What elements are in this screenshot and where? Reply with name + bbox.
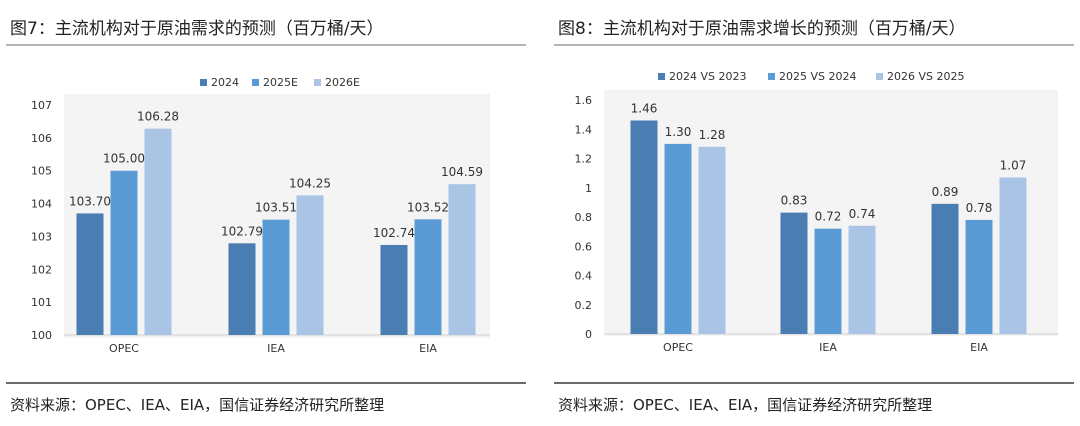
fig7-ytick-label: 101 xyxy=(31,296,52,309)
fig8-bar-opec-1 xyxy=(664,143,692,334)
fig8-data-label: 1.28 xyxy=(699,128,726,142)
fig7-data-label: 103.52 xyxy=(407,200,449,214)
fig8-data-label: 0.89 xyxy=(932,185,959,199)
fig7-legend-label: 2025E xyxy=(263,76,298,89)
fig8-bar-iea-0 xyxy=(780,212,808,334)
fig7-ytick-label: 107 xyxy=(31,99,52,112)
fig7-data-label: 105.00 xyxy=(103,152,145,166)
fig8-bar-eia-0 xyxy=(931,203,959,334)
fig7-category-label: EIA xyxy=(419,342,437,355)
fig8-legend-swatch xyxy=(876,73,883,80)
fig8-ytick-label: 1.2 xyxy=(575,153,593,166)
figure-8-top-rule xyxy=(554,44,1074,46)
fig8-ytick-label: 0.8 xyxy=(575,211,593,224)
fig7-category-label: IEA xyxy=(267,342,285,355)
fig8-bar-opec-0 xyxy=(630,120,658,334)
fig7-data-label: 103.70 xyxy=(69,194,111,208)
figure-8-bottom-rule xyxy=(554,382,1074,384)
fig7-data-label: 106.28 xyxy=(137,110,179,124)
figure-7-title: 图7：主流机构对于原油需求的预测（百万桶/天） xyxy=(10,19,384,39)
figure-7-panel: 图7：主流机构对于原油需求的预测（百万桶/天） 100 101 102 103 104 1… xyxy=(0,0,532,426)
figure-8-chart-area: 0 0.2 0.4 0.6 0.8 1 1.2 1.4 1.6 2024 VS 2023 2025 … xyxy=(548,46,1080,380)
fig7-legend-swatch xyxy=(314,79,321,86)
fig8-data-label: 1.30 xyxy=(665,125,692,139)
fig7-legend-label: 2026E xyxy=(325,76,360,89)
fig7-bar-opec-1 xyxy=(110,170,138,335)
fig8-ytick-label: 0 xyxy=(585,328,592,341)
fig7-bar-eia-0 xyxy=(380,244,408,335)
fig8-legend-swatch xyxy=(658,73,665,80)
fig7-bar-iea-0 xyxy=(228,243,256,335)
fig7-ytick-label: 105 xyxy=(31,165,52,178)
fig8-legend-label: 2024 VS 2023 xyxy=(669,70,747,83)
fig8-category-label: EIA xyxy=(970,341,988,354)
fig7-ytick-label: 103 xyxy=(31,230,52,243)
fig7-bar-iea-2 xyxy=(296,195,324,335)
fig7-legend-swatch xyxy=(200,79,207,86)
fig8-data-label: 0.74 xyxy=(849,207,876,221)
fig7-data-label: 102.79 xyxy=(221,224,263,238)
fig8-bar-eia-2 xyxy=(999,177,1027,334)
fig8-bar-eia-1 xyxy=(965,219,993,334)
fig8-ytick-label: 1.6 xyxy=(575,94,593,107)
fig8-bar-iea-2 xyxy=(848,225,876,334)
fig8-legend-label: 2026 VS 2025 xyxy=(887,70,965,83)
figure-8-title: 图8：主流机构对于原油需求增长的预测（百万桶/天） xyxy=(558,19,966,39)
fig7-bar-opec-0 xyxy=(76,213,104,335)
fig7-bar-eia-2 xyxy=(448,184,476,335)
fig8-category-label: OPEC xyxy=(663,341,693,354)
fig7-legend-label: 2024 xyxy=(211,76,239,89)
figure-8-source: 资料来源：OPEC、IEA、EIA，国信证券经济研究所整理 xyxy=(558,396,933,414)
figure-8-chart: 0 0.2 0.4 0.6 0.8 1 1.2 1.4 1.6 2024 VS 2023 2025 … xyxy=(575,70,1058,354)
figure-7-bottom-rule xyxy=(6,382,526,384)
fig7-data-label: 103.51 xyxy=(255,201,297,215)
fig8-bar-opec-2 xyxy=(698,146,726,334)
fig8-data-label: 0.78 xyxy=(966,201,993,215)
fig8-data-label: 1.07 xyxy=(1000,159,1027,173)
fig8-data-label: 1.46 xyxy=(631,101,658,115)
fig7-ytick-label: 100 xyxy=(31,329,52,342)
figure-7-chart-area: 100 101 102 103 104 105 106 107 2024 2025E 2026E 10… xyxy=(0,46,532,380)
figure-7-chart: 100 101 102 103 104 105 106 107 2024 2025E 2026E 10… xyxy=(31,76,490,355)
fig8-ytick-label: 0.2 xyxy=(575,299,593,312)
fig7-data-label: 102.74 xyxy=(373,226,415,240)
fig8-category-label: IEA xyxy=(819,341,837,354)
fig8-data-label: 0.83 xyxy=(781,194,808,208)
figure-7-top-rule xyxy=(6,44,526,46)
fig7-category-label: OPEC xyxy=(109,342,139,355)
fig8-bar-iea-1 xyxy=(814,228,842,334)
fig7-data-label: 104.25 xyxy=(289,176,331,190)
fig8-legend-swatch xyxy=(768,73,775,80)
figure-7-source: 资料来源：OPEC、IEA、EIA，国信证券经济研究所整理 xyxy=(10,396,385,414)
fig7-ytick-label: 102 xyxy=(31,263,52,276)
fig8-ytick-label: 1 xyxy=(585,182,592,195)
fig8-ytick-label: 0.6 xyxy=(575,240,593,253)
fig7-bar-iea-1 xyxy=(262,219,290,335)
fig7-ytick-label: 106 xyxy=(31,132,52,145)
fig8-data-label: 0.72 xyxy=(815,210,842,224)
figure-8-panel: 图8：主流机构对于原油需求增长的预测（百万桶/天） 0 0.2 0.4 0.6 0.8 1… xyxy=(548,0,1080,426)
fig7-bar-eia-1 xyxy=(414,219,442,335)
fig8-ytick-label: 0.4 xyxy=(575,270,593,283)
fig7-data-label: 104.59 xyxy=(441,165,483,179)
fig8-legend-label: 2025 VS 2024 xyxy=(779,70,857,83)
fig7-ytick-label: 104 xyxy=(31,198,52,211)
fig7-legend-swatch xyxy=(252,79,259,86)
fig8-ytick-label: 1.4 xyxy=(575,123,593,136)
fig7-bar-opec-2 xyxy=(144,128,172,335)
